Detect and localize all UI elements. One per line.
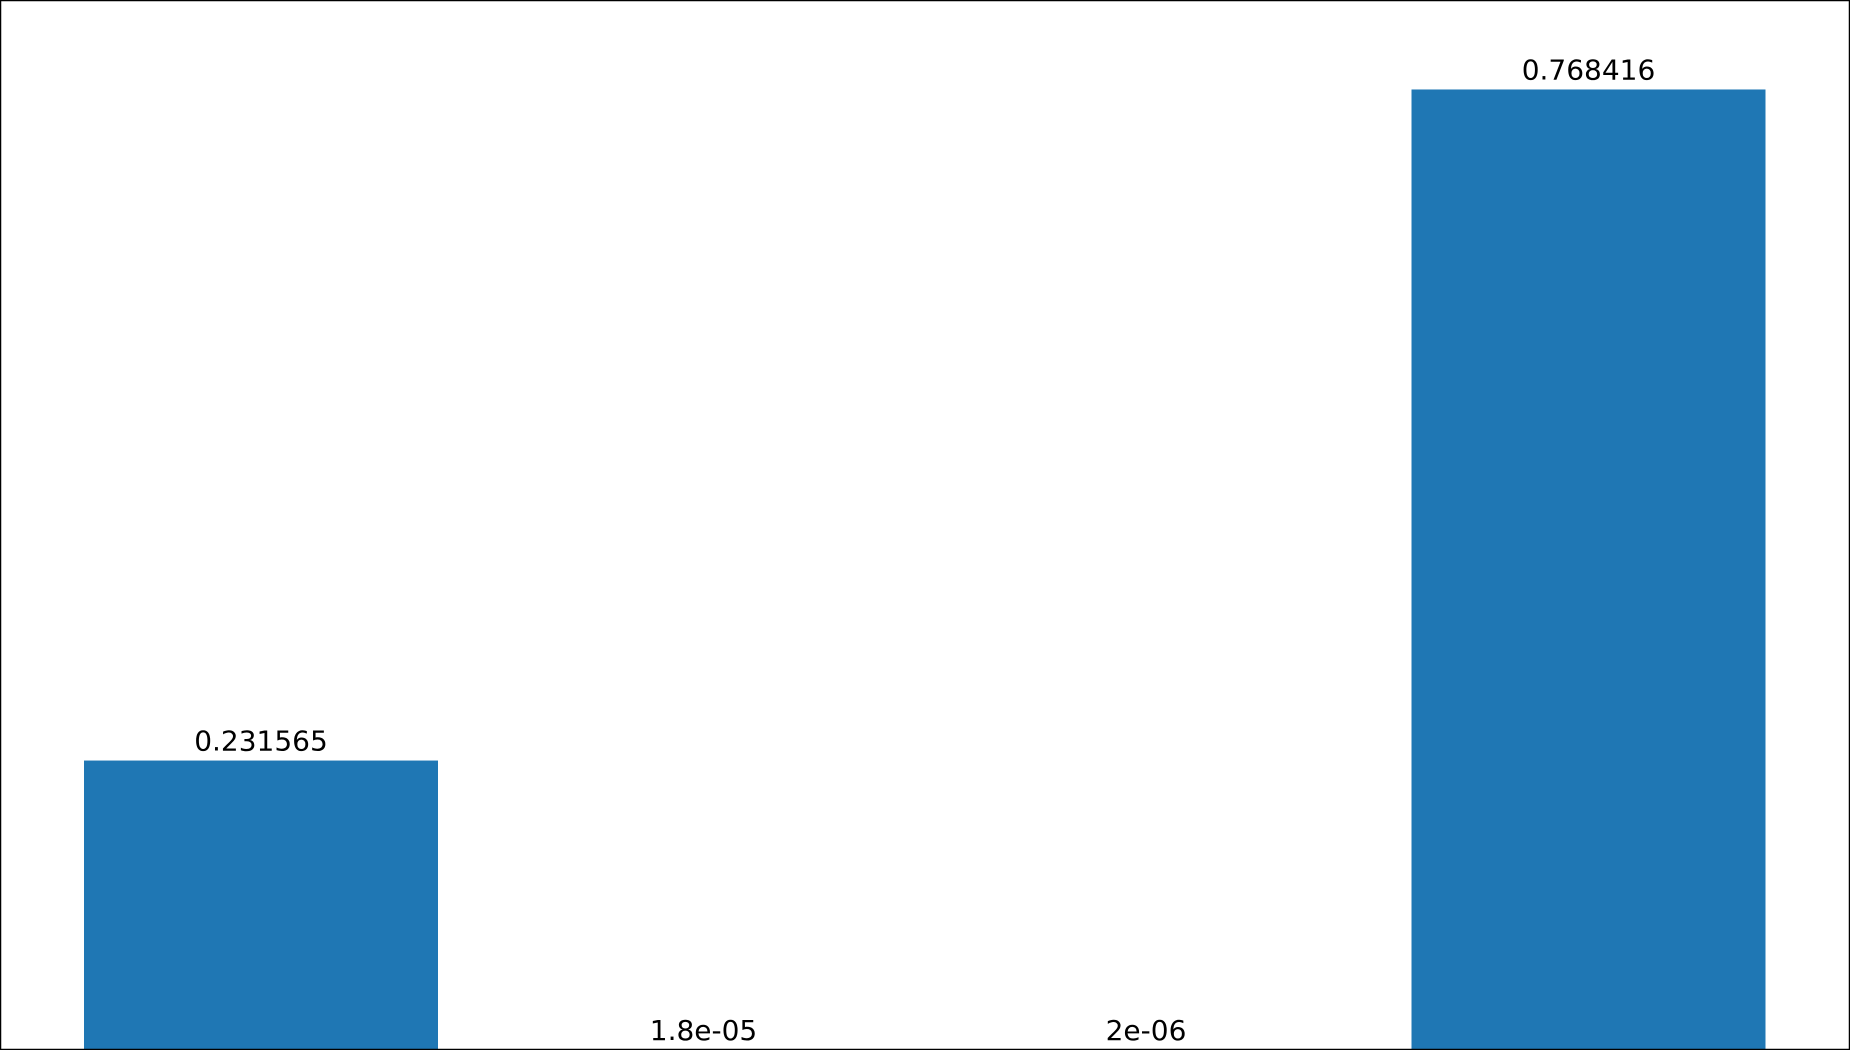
bar-value-label: 2e-06: [1106, 1014, 1187, 1047]
bar: [84, 760, 438, 1050]
bar-value-label: 0.231565: [194, 725, 328, 758]
data-labels-layer: 0.231565 1.8e-05 2e-06 0.768416: [194, 53, 1655, 1047]
bars-layer: [84, 89, 1766, 1050]
bar-value-label: 1.8e-05: [650, 1014, 758, 1047]
bar: [1411, 89, 1766, 1050]
bar-value-label: 0.768416: [1522, 53, 1656, 86]
